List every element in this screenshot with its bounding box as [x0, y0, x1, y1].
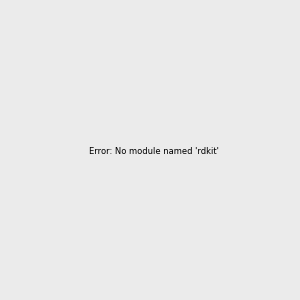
Text: Error: No module named 'rdkit': Error: No module named 'rdkit' — [89, 147, 219, 156]
